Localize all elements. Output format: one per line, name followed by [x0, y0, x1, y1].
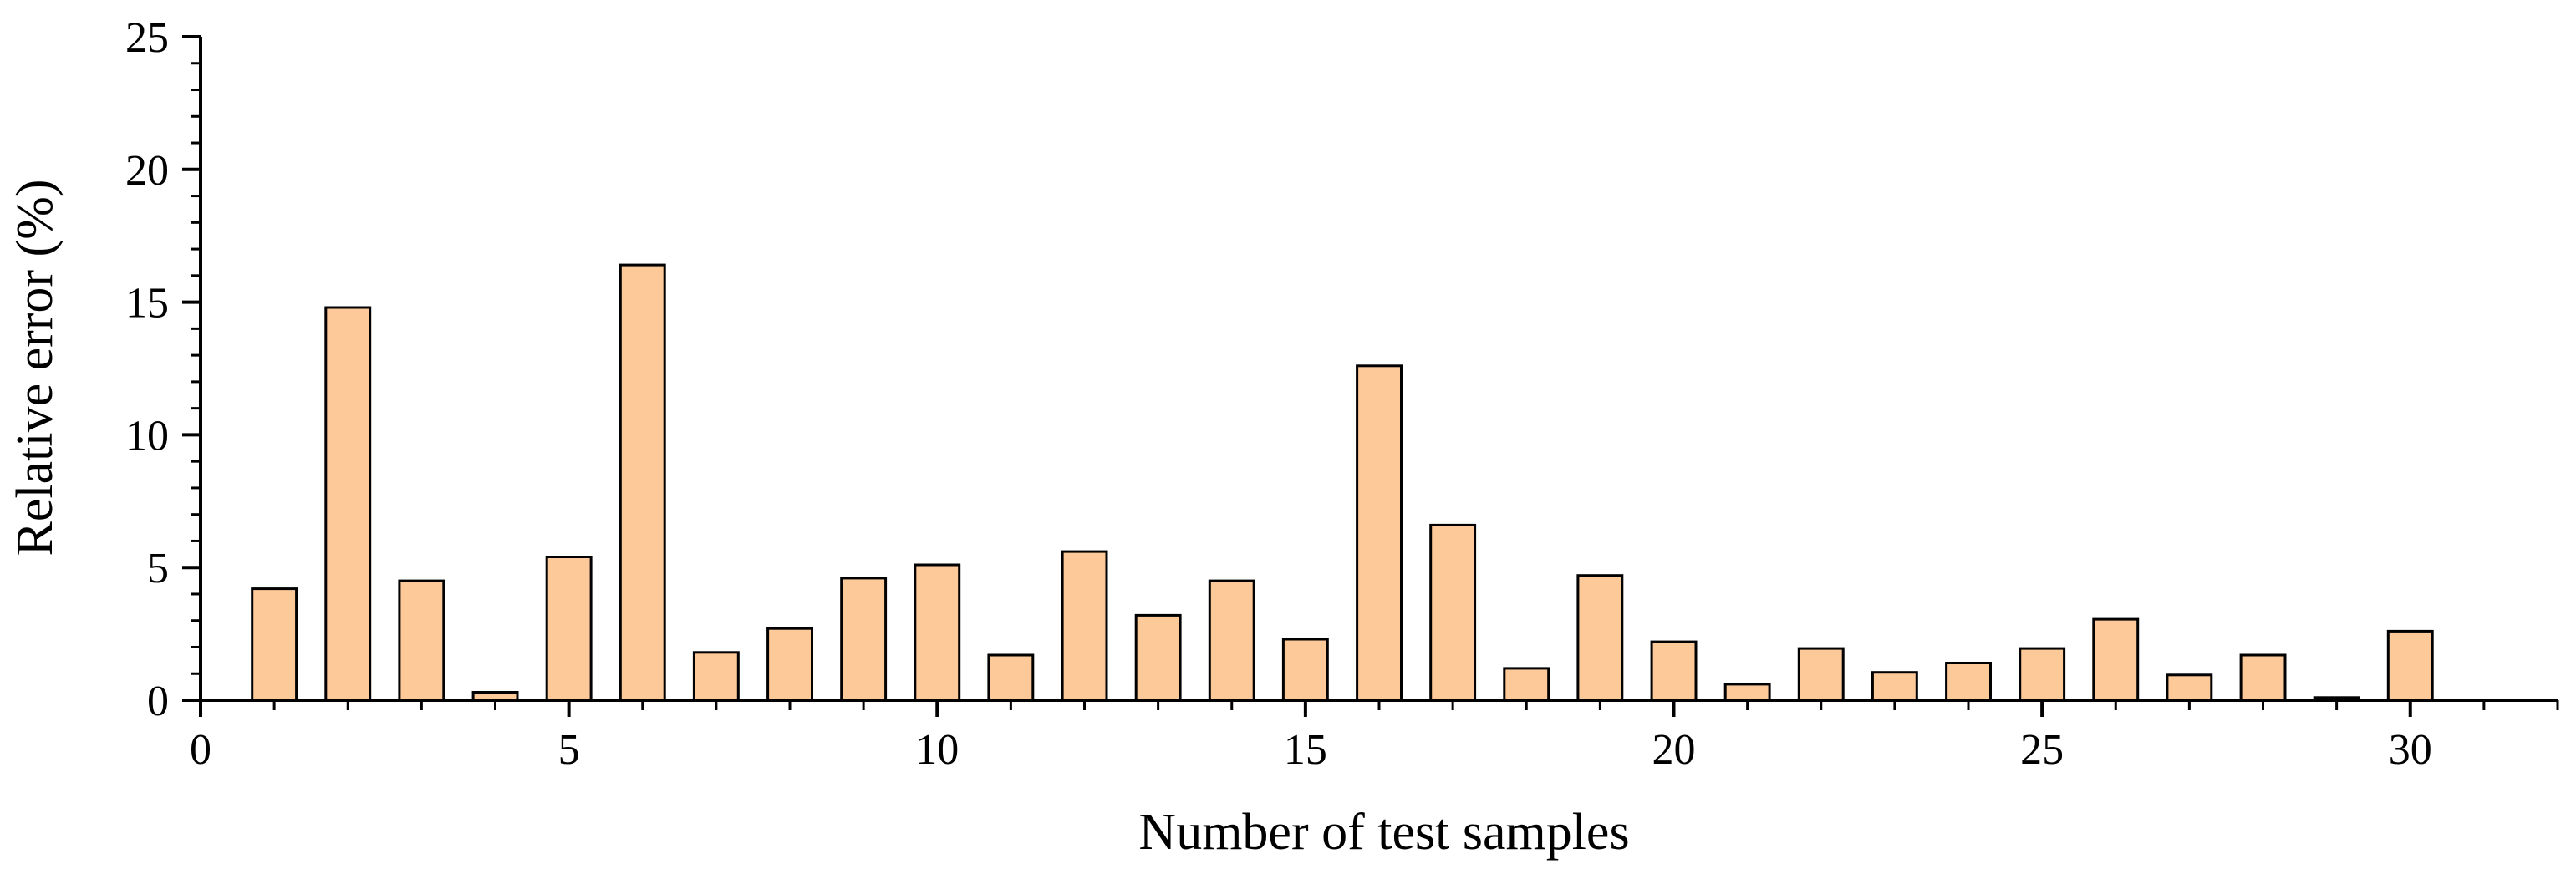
bars-layer: [251, 263, 2434, 702]
bar-sample-7: [692, 651, 740, 702]
bar-sample-10: [914, 563, 961, 702]
x-tick-label: 25: [2020, 726, 2064, 774]
bar-sample-28: [2239, 653, 2287, 702]
y-tick-label: 0: [147, 678, 169, 725]
x-tick-label: 10: [915, 726, 959, 774]
y-tick-label: 5: [147, 545, 169, 592]
bar-sample-27: [2166, 673, 2213, 702]
bar-sample-20: [1650, 640, 1698, 702]
bar-sample-8: [766, 627, 813, 702]
x-tick-label: 20: [1652, 726, 1696, 774]
bar-sample-16: [1356, 364, 1403, 702]
x-tick-label: 0: [190, 726, 211, 774]
x-tick-label: 15: [1284, 726, 1327, 774]
x-tick-label: 30: [2389, 726, 2432, 774]
bar-sample-6: [619, 263, 666, 702]
x-axis-title: Number of test samples: [1138, 804, 1629, 861]
bar-sample-3: [398, 579, 445, 702]
y-tick-label: 25: [125, 14, 169, 62]
bar-sample-12: [1061, 550, 1108, 702]
y-axis-title: Relative error (%): [7, 180, 64, 556]
bar-sample-9: [840, 577, 888, 702]
bar-sample-24: [1945, 662, 1993, 702]
bar-sample-2: [324, 306, 372, 702]
bar-sample-15: [1281, 638, 1329, 702]
bar-sample-5: [545, 556, 593, 702]
bar-sample-26: [2092, 617, 2140, 702]
x-tick-label: 5: [558, 726, 580, 774]
bar-sample-19: [1576, 574, 1624, 702]
bar-sample-23: [1871, 671, 1918, 702]
y-tick-label: 20: [125, 147, 169, 195]
bar-sample-21: [1723, 683, 1771, 702]
y-tick-label: 10: [125, 412, 169, 460]
bar-sample-22: [1797, 647, 1845, 702]
axes-layer: 0 5 10 15 20 25 30 0 5 10 15 20 25: [125, 14, 2559, 774]
bar-sample-11: [987, 653, 1035, 702]
bar-sample-1: [251, 587, 298, 702]
bar-sample-14: [1208, 579, 1255, 702]
bar-sample-30: [2386, 629, 2434, 702]
bar-sample-25: [2019, 647, 2066, 702]
y-tick-label: 15: [125, 280, 169, 328]
bar-sample-18: [1503, 667, 1550, 702]
bar-sample-13: [1134, 613, 1182, 702]
bar-sample-17: [1429, 523, 1477, 702]
